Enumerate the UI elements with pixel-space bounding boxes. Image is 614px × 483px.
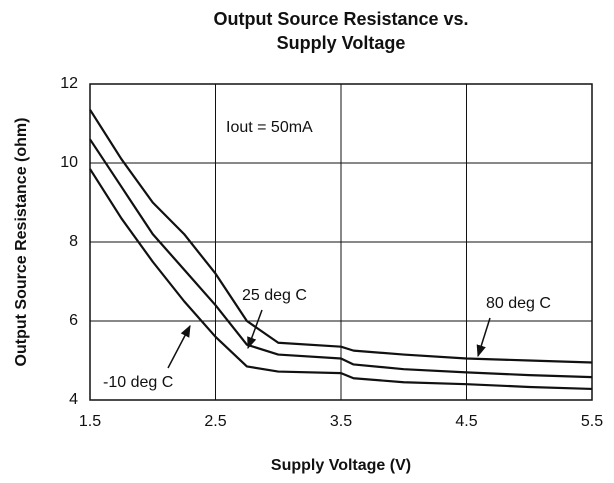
- plot-frame: [89, 83, 593, 401]
- y-tick-label: 10: [60, 154, 78, 171]
- series-label: 25 deg C: [242, 287, 307, 304]
- label-arrow: [247, 309, 263, 350]
- series-line: [89, 168, 593, 391]
- x-tick-label: 3.5: [330, 413, 352, 430]
- label-arrow: [476, 317, 491, 358]
- y-tick-label: 6: [69, 312, 78, 329]
- annotation: Iout = 50mA: [226, 119, 313, 136]
- x-tick-label: 4.5: [455, 413, 477, 430]
- x-tick-label: 1.5: [79, 413, 101, 430]
- y-axis-label: Output Source Resistance (ohm): [13, 118, 30, 367]
- x-axis-label: Supply Voltage (V): [271, 457, 411, 474]
- chart-title: Supply Voltage: [277, 33, 406, 53]
- series-line: [89, 138, 593, 379]
- series-label: -10 deg C: [103, 374, 173, 391]
- series-line: [89, 109, 593, 364]
- y-tick-label: 8: [69, 233, 78, 250]
- series-label: 80 deg C: [486, 295, 551, 312]
- label-arrow: [167, 324, 191, 369]
- y-tick-label: 12: [60, 75, 78, 92]
- chart-title: Output Source Resistance vs.: [213, 9, 468, 29]
- x-tick-label: 5.5: [581, 413, 603, 430]
- y-tick-label: 4: [69, 391, 78, 408]
- x-tick-label: 2.5: [204, 413, 226, 430]
